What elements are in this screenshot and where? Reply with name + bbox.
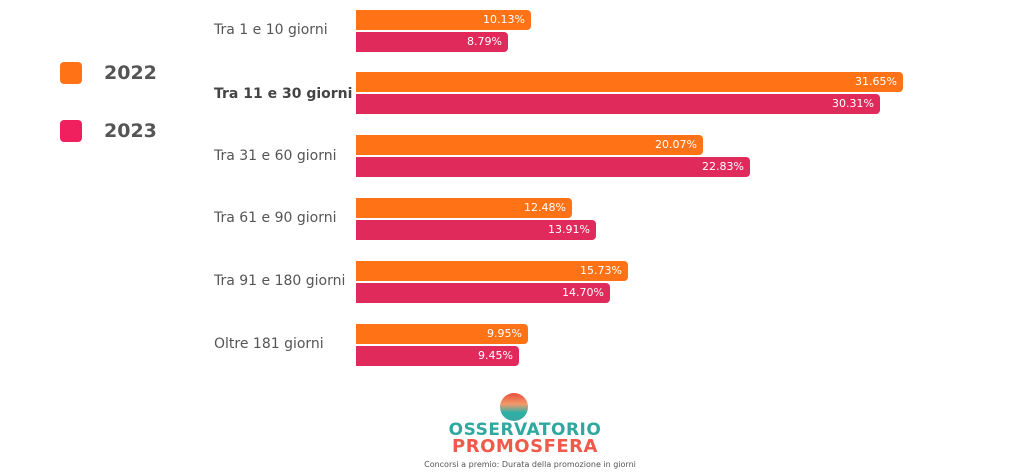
legend-label-2023: 2023 [104,120,157,142]
category-label: Tra 1 e 10 giorni [214,22,328,38]
bar-2022: 9.95% [356,324,528,344]
legend-swatch-2022 [60,62,82,84]
category-label: Tra 91 e 180 giorni [214,273,346,289]
category-label: Tra 31 e 60 giorni [214,148,337,164]
legend-swatch-2023 [60,120,82,142]
globe-icon [500,393,528,421]
bar-2023: 13.91% [356,220,596,240]
legend-item-2022: 2022 [60,62,157,84]
logo-text-promosfera: PROMOSFERA [452,436,598,457]
bar-2023: 14.70% [356,283,610,303]
category-label: Tra 61 e 90 giorni [214,210,337,226]
bar-2023: 8.79% [356,32,508,52]
bar-2023: 22.83% [356,157,750,177]
logo: OSSERVATORIO PROMOSFERA [440,390,610,460]
bar-2022: 20.07% [356,135,703,155]
logo-text-osservatorio: OSSERVATORIO [448,420,602,440]
bar-2022: 12.48% [356,198,572,218]
bar-2022: 31.65% [356,72,903,92]
bar-2023: 9.45% [356,346,519,366]
legend-item-2023: 2023 [60,120,157,142]
bar-2023: 30.31% [356,94,880,114]
legend-label-2022: 2022 [104,62,157,84]
bar-2022: 15.73% [356,261,628,281]
bar-2022: 10.13% [356,10,531,30]
category-label: Tra 11 e 30 giorni [214,86,353,102]
category-label: Oltre 181 giorni [214,336,324,352]
chart-caption: Concorsi a premio: Durata della promozio… [424,460,636,469]
